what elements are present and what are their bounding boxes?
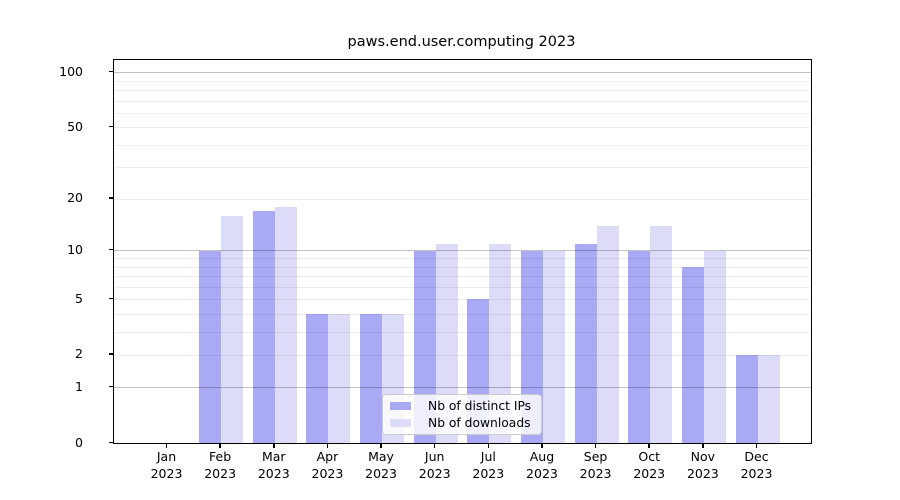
- bar-distinct-ips-may: [360, 313, 383, 443]
- bar-distinct-ips-apr: [306, 313, 329, 443]
- bar-downloads-apr: [328, 313, 351, 443]
- x-tick-label-apr: Apr 2023: [311, 449, 344, 481]
- bar-downloads-jun: [435, 243, 458, 443]
- gridline-90: [114, 80, 811, 82]
- bar-distinct-ips-oct: [628, 250, 651, 443]
- gridline-7: [114, 276, 811, 278]
- y-tick-label-1: 1: [75, 378, 83, 394]
- bar-downloads-nov: [703, 250, 726, 443]
- gridline-9: [114, 258, 811, 260]
- bar-downloads-jul: [489, 243, 512, 443]
- y-tick-mark: [109, 125, 113, 128]
- y-tick-mark: [109, 70, 113, 73]
- bar-distinct-ips-dec: [735, 354, 758, 443]
- x-tick-label-may: May 2023: [365, 449, 397, 481]
- y-tick-label-100: 100: [59, 63, 83, 79]
- x-tick-mark: [755, 443, 758, 448]
- gridline-70: [114, 100, 811, 102]
- x-tick-label-jun: Jun 2023: [418, 449, 451, 481]
- gridline-4: [114, 313, 811, 315]
- bar-downloads-mar: [274, 206, 297, 443]
- legend-item-distinct-ips: Nb of distinct IPs: [390, 399, 534, 413]
- legend-label-downloads: Nb of downloads: [428, 416, 531, 430]
- y-tick-label-5: 5: [75, 290, 83, 306]
- x-tick-label-jul: Jul 2023: [472, 449, 505, 481]
- gridline-20: [114, 198, 811, 200]
- x-tick-label-aug: Aug 2023: [526, 449, 558, 481]
- bar-distinct-ips-mar: [252, 210, 275, 443]
- gridline-60: [114, 112, 811, 114]
- x-tick-mark: [380, 443, 382, 448]
- gridline-2: [114, 354, 811, 356]
- x-tick-mark: [165, 443, 168, 448]
- x-tick-label-jan: Jan 2023: [150, 449, 183, 481]
- gridline-100: [114, 72, 811, 74]
- grid-layer: [114, 60, 811, 443]
- plot-area: Nb of distinct IPs Nb of downloads: [113, 59, 812, 444]
- legend-swatch-downloads: [390, 418, 411, 428]
- x-tick-mark: [326, 443, 329, 448]
- x-tick-mark: [648, 443, 650, 448]
- chart-title: paws.end.user.computing 2023: [347, 34, 576, 50]
- legend-item-downloads: Nb of downloads: [390, 416, 534, 430]
- y-tick-mark: [109, 297, 113, 300]
- x-tick-label-nov: Nov 2023: [686, 449, 719, 481]
- y-tick-mark: [109, 353, 113, 355]
- gridline-10: [114, 250, 811, 252]
- gridline-6: [114, 286, 811, 288]
- y-tick-label-50: 50: [67, 118, 83, 134]
- gridline-3: [114, 331, 811, 333]
- x-tick-label-dec: Dec 2023: [740, 449, 773, 481]
- bar-distinct-ips-sep: [574, 243, 597, 443]
- gridline-5: [114, 299, 811, 301]
- legend: Nb of distinct IPs Nb of downloads: [382, 394, 542, 435]
- x-tick-mark: [219, 443, 221, 448]
- x-tick-mark: [541, 443, 543, 448]
- legend-swatch-distinct-ips: [390, 401, 411, 411]
- y-tick-label-0: 0: [75, 434, 83, 450]
- x-tick-mark: [594, 443, 597, 448]
- legend-label-distinct-ips: Nb of distinct IPs: [428, 399, 532, 413]
- gridline-1: [114, 387, 811, 389]
- y-tick-label-20: 20: [67, 190, 83, 206]
- bar-distinct-ips-nov: [681, 266, 704, 443]
- x-tick-label-mar: Mar 2023: [257, 449, 290, 481]
- x-tick-label-oct: Oct 2023: [633, 449, 666, 481]
- y-tick-mark: [109, 197, 113, 199]
- y-tick-label-10: 10: [67, 241, 83, 257]
- x-tick-mark: [702, 443, 704, 448]
- x-tick-label-feb: Feb 2023: [204, 449, 237, 481]
- y-tick-mark: [109, 441, 113, 443]
- y-tick-mark: [109, 385, 113, 388]
- gridline-80: [114, 90, 811, 92]
- gridline-40: [114, 144, 811, 146]
- x-tick-mark: [433, 443, 436, 448]
- bar-downloads-oct: [650, 225, 673, 443]
- y-tick-label-2: 2: [75, 346, 83, 362]
- bar-downloads-sep: [596, 225, 619, 443]
- bar-distinct-ips-feb: [199, 250, 222, 443]
- bar-downloads-aug: [542, 250, 565, 443]
- x-tick-mark: [273, 443, 275, 448]
- gridline-8: [114, 266, 811, 268]
- x-tick-mark: [487, 443, 490, 448]
- x-tick-label-sep: Sep 2023: [579, 449, 612, 481]
- gridline-30: [114, 167, 811, 169]
- bar-downloads-dec: [757, 354, 780, 443]
- gridline-50: [114, 127, 811, 129]
- bar-downloads-feb: [221, 215, 244, 443]
- y-tick-mark: [109, 248, 113, 251]
